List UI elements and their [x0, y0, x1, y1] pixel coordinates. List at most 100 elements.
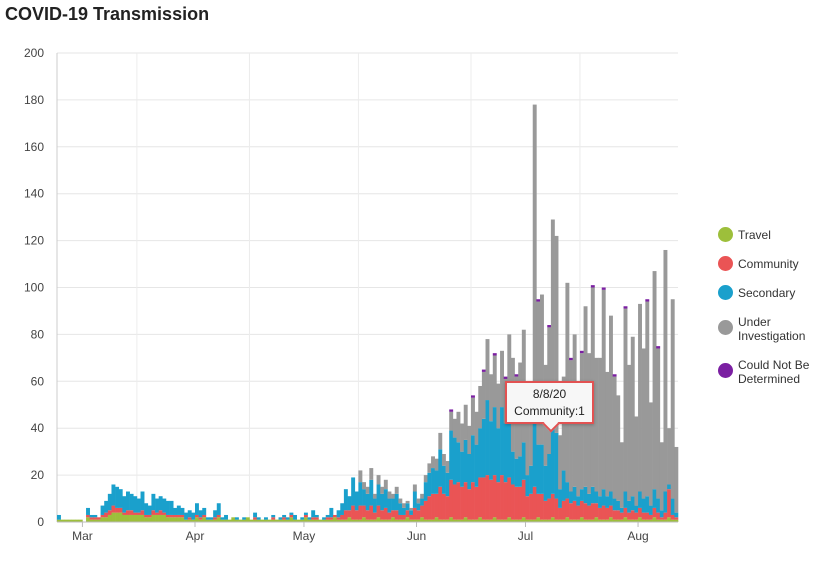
- bar-secondary: [57, 514, 61, 520]
- bar-secondary: [412, 491, 417, 508]
- bar-community: [427, 496, 432, 520]
- bar-secondary: [303, 512, 308, 515]
- bar-community: [173, 514, 178, 518]
- bar-community: [521, 479, 526, 518]
- bar-secondary: [572, 486, 577, 501]
- bar-community: [659, 517, 664, 520]
- bar-travel: [271, 519, 276, 522]
- bar-secondary: [187, 510, 192, 518]
- y-tick-label: 100: [24, 281, 44, 295]
- bar-community: [496, 482, 501, 520]
- bar-secondary: [420, 498, 425, 506]
- bar-community: [587, 505, 592, 520]
- bar-community: [93, 517, 98, 520]
- bar-travel: [558, 519, 563, 522]
- bar-secondary: [140, 491, 145, 511]
- bar-travel: [93, 519, 98, 522]
- bar-travel: [296, 519, 301, 522]
- bar-secondary: [540, 444, 544, 494]
- bar-community: [162, 512, 167, 515]
- bar-secondary: [623, 491, 628, 508]
- bar-travel: [140, 514, 145, 522]
- bar-community: [333, 514, 337, 518]
- legend-item-travel[interactable]: Travel: [718, 227, 818, 242]
- legend-swatch-secondary: [718, 285, 733, 300]
- bar-travel: [656, 519, 661, 522]
- bar-secondary: [452, 437, 457, 485]
- bar-travel: [100, 517, 105, 522]
- bar-community: [198, 517, 203, 520]
- bar-community: [536, 493, 541, 518]
- bar-secondary: [485, 400, 490, 476]
- bar-secondary: [405, 503, 410, 511]
- bar-under-investigation: [663, 249, 668, 492]
- tooltip-value: Community:1: [514, 404, 585, 418]
- bar-travel: [133, 514, 138, 522]
- bar-travel: [242, 519, 247, 522]
- bar-travel: [630, 519, 635, 522]
- y-tick-label: 0: [37, 515, 44, 529]
- legend-item-under-investigation[interactable]: Under Investigation: [718, 315, 818, 343]
- bar-secondary: [209, 517, 214, 520]
- bar-travel: [456, 519, 461, 522]
- bar-community: [674, 517, 679, 520]
- bar-community: [158, 510, 163, 515]
- bar-under-investigation: [641, 348, 646, 499]
- bar-travel: [176, 517, 181, 522]
- bar-under-investigation: [405, 500, 410, 504]
- bar-travel: [187, 519, 192, 522]
- bar-community: [289, 514, 294, 518]
- bar-under-investigation: [460, 423, 465, 452]
- bar-travel: [329, 519, 334, 522]
- bar-travel: [412, 519, 417, 522]
- bar-under-investigation: [594, 357, 599, 492]
- bar-under-investigation: [478, 385, 483, 429]
- bar-secondary: [362, 489, 366, 506]
- bar-secondary: [369, 479, 374, 506]
- bar-secondary: [224, 514, 228, 520]
- bar-travel: [314, 519, 319, 522]
- bar-under-investigation: [431, 456, 435, 469]
- bar-secondary: [550, 425, 555, 494]
- bar-community: [489, 479, 494, 520]
- bar-secondary: [383, 489, 388, 508]
- bar-secondary: [365, 493, 370, 511]
- legend-item-secondary[interactable]: Secondary: [718, 285, 818, 300]
- legend-item-community[interactable]: Community: [718, 256, 818, 271]
- bar-could-not-be-determined: [503, 376, 508, 379]
- bar-community: [514, 486, 519, 520]
- bar-under-investigation: [616, 395, 621, 501]
- bar-community: [412, 507, 417, 520]
- bar-travel: [195, 517, 199, 522]
- bar-secondary: [372, 498, 377, 513]
- bar-secondary: [351, 477, 356, 506]
- bar-community: [100, 514, 105, 518]
- bar-under-investigation: [554, 235, 559, 433]
- bar-under-investigation: [420, 493, 425, 499]
- bar-under-investigation: [369, 468, 374, 480]
- bar-travel: [601, 519, 606, 522]
- bar-travel: [118, 512, 123, 522]
- bar-secondary: [507, 397, 512, 478]
- bar-community: [187, 517, 192, 520]
- bar-travel: [245, 517, 250, 522]
- bar-under-investigation: [525, 414, 530, 476]
- bar-travel: [634, 519, 639, 522]
- bar-community: [144, 514, 149, 518]
- bar-travel: [449, 517, 454, 522]
- bar-community: [670, 514, 675, 520]
- bar-under-investigation: [434, 458, 439, 471]
- bar-community: [645, 512, 650, 520]
- bar-secondary: [463, 439, 468, 483]
- bar-travel: [554, 519, 559, 522]
- bar-under-investigation: [402, 503, 406, 508]
- bar-could-not-be-determined: [449, 409, 454, 412]
- legend-item-could-not-be-determined[interactable]: Could Not Be Determined: [718, 358, 818, 386]
- bar-travel: [489, 519, 494, 522]
- bar-community: [594, 503, 599, 518]
- bar-community: [351, 505, 356, 520]
- bar-community: [409, 514, 414, 520]
- bar-community: [463, 482, 468, 518]
- bar-community: [590, 503, 595, 520]
